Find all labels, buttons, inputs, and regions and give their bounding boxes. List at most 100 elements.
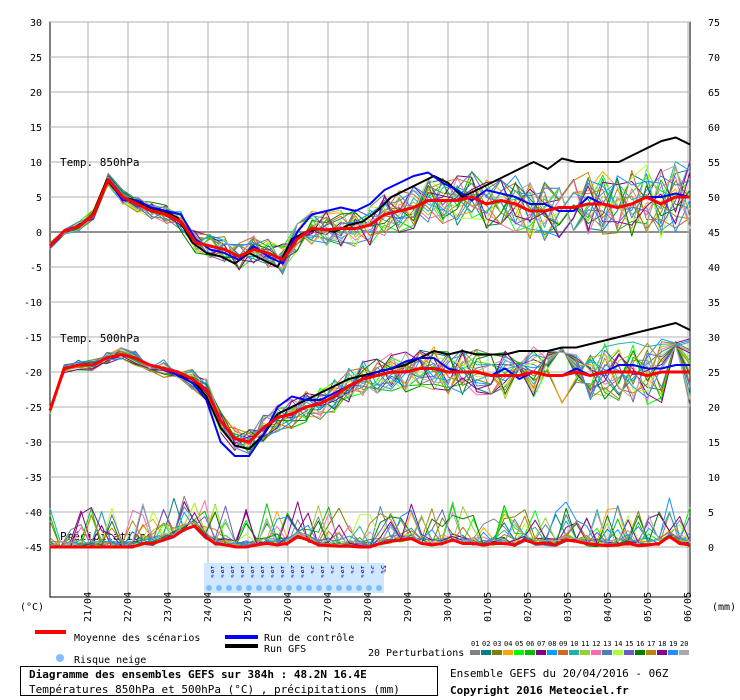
legend-gfs-label: Run GFS [264, 644, 306, 655]
snow-risk-cell [314, 563, 324, 593]
snow-risk-label: 10% [319, 565, 327, 578]
snowflake-icon [366, 585, 372, 591]
right-tick-label: 20 [708, 403, 720, 414]
left-tick-label: 25 [30, 53, 42, 64]
right-tick-label: 40 [708, 263, 720, 274]
legend-perturbation-id: 10 [570, 640, 578, 648]
legend-perturbation-id: 17 [647, 640, 655, 648]
snow-risk-cell [374, 563, 384, 593]
snow-risk-label: 10% [299, 565, 307, 578]
x-tick-label: 01/05 [483, 592, 494, 622]
snow-risk-cell [334, 563, 344, 593]
mean-precip-line [50, 524, 691, 549]
perturbation-850-line [49, 170, 691, 273]
left-tick-label: -20 [24, 368, 42, 379]
legend-perturbation-id: 18 [658, 640, 666, 648]
legend-perturbation-id: 03 [493, 640, 501, 648]
legend-perturbation-swatch [602, 650, 612, 655]
run-info: Ensemble GEFS du 20/04/2016 - 06Z [450, 667, 669, 680]
snow-risk-label: 10% [359, 565, 367, 578]
legend-perturbation-swatch [492, 650, 502, 655]
panel-label-t850: Temp. 850hPa [60, 156, 139, 169]
x-tick-label: 25/04 [243, 592, 254, 622]
right-tick-label: 25 [708, 368, 720, 379]
x-tick-label: 02/05 [523, 592, 534, 622]
legend-perturbation-id: 13 [603, 640, 611, 648]
snowflake-icon [346, 585, 352, 591]
snowflake-icon [56, 654, 64, 662]
snow-risk-cell [284, 563, 294, 593]
snow-risk-cell [364, 563, 374, 593]
left-axis-unit: (°C) [20, 602, 44, 613]
legend-perturbation-swatch [591, 650, 601, 655]
legend-perturbation-id: 01 [471, 640, 479, 648]
snowflake-icon [276, 585, 282, 591]
snow-risk-cell [324, 563, 334, 593]
snowflake-icon [326, 585, 332, 591]
x-tick-label: 29/04 [403, 592, 414, 622]
perturbation-precip-line [49, 508, 691, 548]
legend-perturbation-id: 15 [625, 640, 633, 648]
right-tick-label: 30 [708, 333, 720, 344]
snowflake-icon [316, 585, 322, 591]
left-tick-label: 20 [30, 88, 42, 99]
snowflake-icon [376, 585, 382, 591]
snow-risk-cell [294, 563, 304, 593]
snowflake-icon [296, 585, 302, 591]
legend-perturbation-swatch [679, 650, 689, 655]
left-tick-label: -25 [24, 403, 42, 414]
snowflake-icon [226, 585, 232, 591]
mean-500-line [48, 353, 690, 444]
legend-perturbation-id: 02 [482, 640, 490, 648]
snow-risk-label: 5% [349, 565, 357, 574]
chart-caption-box: Diagramme des ensembles GEFS sur 384h : … [20, 666, 438, 696]
left-tick-label: -45 [24, 543, 42, 554]
snowflake-icon [246, 585, 252, 591]
snowflake-icon [206, 585, 212, 591]
x-tick-label: 23/04 [163, 592, 174, 622]
x-tick-label: 28/04 [363, 592, 374, 622]
x-tick-label: 06/05 [683, 592, 694, 622]
legend-perturbation-id: 04 [504, 640, 512, 648]
snow-risk-label: 10% [259, 565, 267, 578]
legend-perturbation-swatch [470, 650, 480, 655]
snowflake-icon [266, 585, 272, 591]
snow-risk-label: 10% [219, 565, 227, 578]
snowflake-icon [286, 585, 292, 591]
legend-perturbation-swatch [536, 650, 546, 655]
snow-risk-cell [244, 563, 254, 593]
right-tick-label: 75 [708, 18, 720, 29]
chart-title: Diagramme des ensembles GEFS sur 384h : … [29, 668, 367, 681]
legend-perturbation-swatch [525, 650, 535, 655]
right-tick-label: 45 [708, 228, 720, 239]
snowflake-icon [356, 585, 362, 591]
legend-perturbations-label: 20 Perturbations [368, 648, 464, 659]
legend-perturbation-swatch [514, 650, 524, 655]
right-tick-label: 5 [708, 508, 714, 519]
legend-perturbation-swatch [635, 650, 645, 655]
right-tick-label: 65 [708, 88, 720, 99]
left-tick-label: -5 [30, 263, 42, 274]
x-tick-label: 26/04 [283, 592, 294, 622]
legend-perturbation-swatch [503, 650, 513, 655]
snow-risk-label: 10% [279, 565, 287, 578]
legend-control-label: Run de contrôle [264, 632, 354, 644]
snow-risk-label: 5% [309, 565, 317, 574]
right-tick-label: 0 [708, 543, 714, 554]
legend-perturbation-id: 08 [548, 640, 556, 648]
right-tick-label: 50 [708, 193, 720, 204]
snow-risk-label: 5% [379, 565, 387, 574]
snowflake-icon [236, 585, 242, 591]
x-tick-label: 03/05 [563, 592, 574, 622]
left-tick-label: -15 [24, 333, 42, 344]
snow-risk-label: 10% [269, 565, 277, 578]
left-tick-label: 0 [36, 228, 42, 239]
snowflake-icon [216, 585, 222, 591]
snowflake-icon [256, 585, 262, 591]
left-tick-label: -10 [24, 298, 42, 309]
legend-perturbation-id: 06 [526, 640, 534, 648]
left-tick-label: -30 [24, 438, 42, 449]
snow-risk-cell [204, 563, 214, 593]
legend-perturbation-id: 16 [636, 640, 644, 648]
perturbation-precip-line [49, 497, 691, 548]
